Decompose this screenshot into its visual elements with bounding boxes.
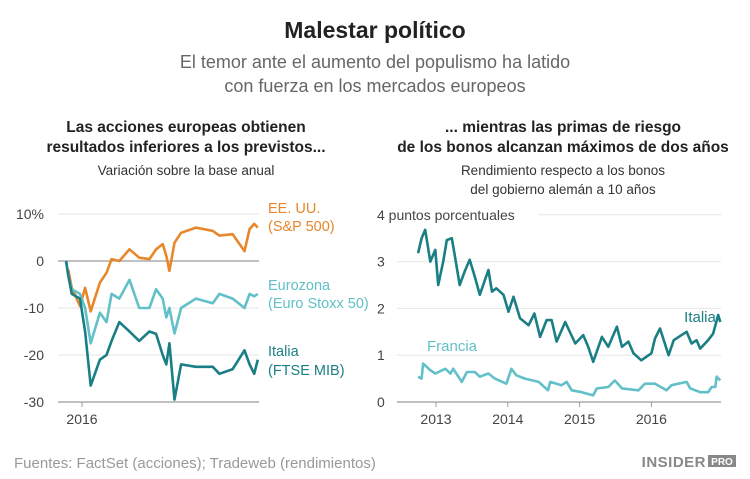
x-tick-label: 2014 [492,411,523,427]
left-chart-title-line2: resultados inferiores a los previstos... [46,139,325,156]
right-chart: ... mientras las primas de riesgo de los… [377,119,729,427]
y-tick-label: 2 [377,300,385,316]
left-chart-title-line1: Las acciones europeas obtienen [66,119,305,136]
x-tick-label: 2013 [420,411,451,427]
series-line-eurozona [64,260,259,345]
series-line-francia [417,362,722,397]
svg-text:PRO: PRO [711,457,733,468]
series-label: Eurozona [268,278,331,294]
series-line-eeuu [66,222,259,313]
page-title: Malestar político [284,17,465,43]
right-chart-subtitle-line1: Rendimiento respecto a los bonos [461,163,665,178]
y-tick-label: -30 [24,394,44,410]
series-line-italia [416,228,722,364]
y-tick-label: 0 [377,394,385,410]
series-line-italia [64,260,260,401]
series-label-sub: (Euro Stoxx 50) [268,296,369,312]
y-tick-label: 3 [377,254,385,270]
x-tick-label: 2016 [66,411,97,427]
y-tick-label: 10% [16,206,44,222]
insider-pro-logo: INSIDER PRO [642,454,736,471]
y-tick-label: -10 [24,300,44,316]
right-chart-title-line2: de los bonos alcanzan máximos de dos año… [397,139,729,156]
series-label: Francia [427,338,478,355]
series-label-sub: (S&P 500) [268,219,335,235]
x-tick-label: 2016 [636,411,667,427]
page-subtitle-line2: con fuerza en los mercados europeos [224,76,525,96]
y-tick-label: 4 puntos porcentuales [377,207,515,223]
left-chart: Las acciones europeas obtienen resultado… [16,119,369,427]
series-label: EE. UU. [268,201,320,217]
source-note: Fuentes: FactSet (acciones); Tradeweb (r… [14,455,376,472]
right-chart-subtitle-line2: del gobierno alemán a 10 años [470,182,656,197]
y-tick-label: -20 [24,347,44,363]
y-tick-label: 1 [377,347,385,363]
right-chart-title-line1: ... mientras las primas de riesgo [445,119,681,136]
series-label: Italia [268,344,300,360]
series-label-sub: (FTSE MIB) [268,363,345,379]
page-subtitle-line1: El temor ante el aumento del populismo h… [180,52,570,72]
series-label: Italia [684,309,716,326]
x-tick-label: 2015 [564,411,595,427]
left-chart-subtitle: Variación sobre la base anual [98,163,275,178]
y-tick-label: 0 [36,253,44,269]
svg-text:INSIDER: INSIDER [642,454,706,471]
